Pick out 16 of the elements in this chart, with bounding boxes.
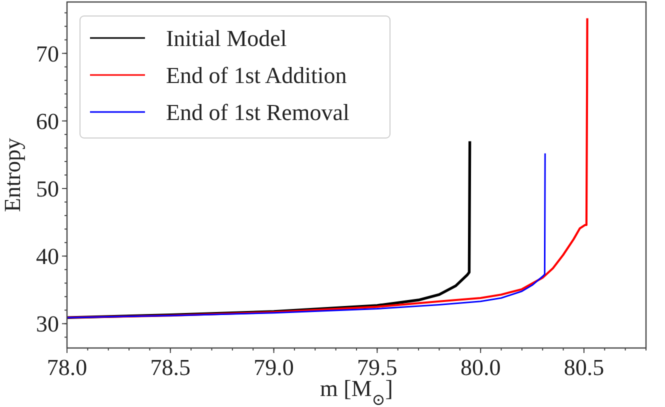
x-tick-label: 79.0 — [254, 355, 294, 380]
legend-label: Initial Model — [166, 26, 287, 52]
y-tick-label: 40 — [36, 244, 59, 270]
x-tick-label: 78.0 — [46, 355, 88, 380]
x-tick-label: 80.0 — [460, 355, 501, 380]
y-tick-label: 70 — [36, 41, 59, 66]
y-tick-label: 50 — [36, 176, 59, 202]
legend-label: End of 1st Removal — [166, 100, 350, 126]
x-tick-label: 78.5 — [150, 355, 191, 380]
line-series — [66, 17, 588, 319]
legend-label: End of 1st Addition — [166, 63, 348, 88]
line-series — [66, 152, 546, 318]
y-axis-title: Entropy — [0, 137, 25, 212]
y-tick-label: 30 — [36, 312, 59, 337]
x-tick-label: 80.5 — [564, 355, 604, 380]
y-tick-label: 60 — [36, 108, 59, 134]
